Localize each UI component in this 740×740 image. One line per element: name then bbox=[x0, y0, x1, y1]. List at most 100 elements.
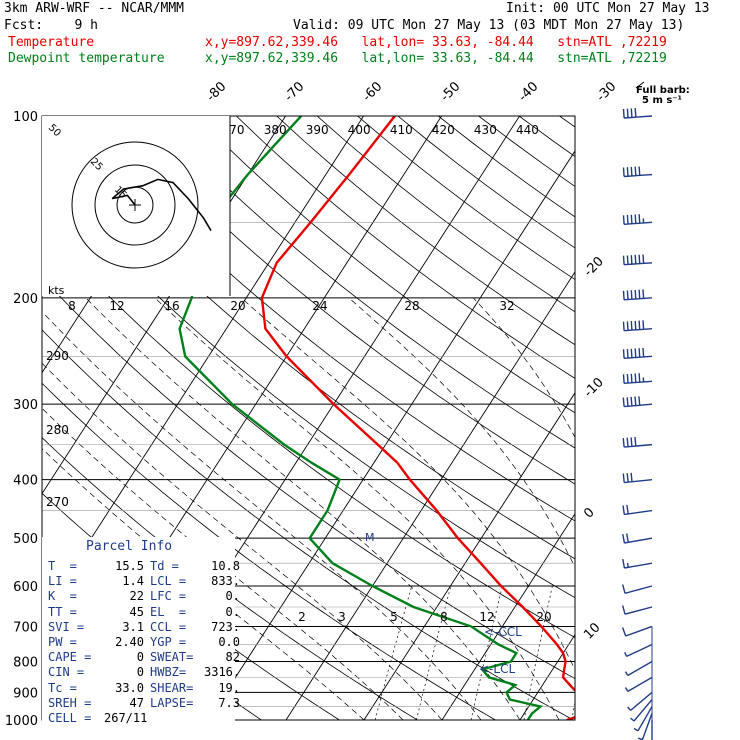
isotherm-label: -30 bbox=[594, 79, 620, 105]
wind-barb bbox=[622, 254, 653, 266]
wind-barb bbox=[622, 584, 653, 594]
parcel-field-name: Tc = bbox=[48, 680, 77, 695]
dewpoint-profile bbox=[178, 116, 544, 720]
pressure-tick-label: 500 bbox=[13, 532, 38, 547]
wind-barb bbox=[624, 643, 653, 658]
pressure-tick-label: 1000 bbox=[5, 714, 38, 729]
parcel-field-value: 2.40 bbox=[115, 635, 144, 649]
theta-label: 270 bbox=[46, 495, 69, 509]
dewpoint-location: x,y=897.62,339.46 lat,lon= 33.63, -84.44… bbox=[205, 51, 667, 66]
theta-label: 410 bbox=[390, 123, 413, 137]
parcel-field-name: CAPE = bbox=[48, 650, 92, 665]
parcel-info-row: SREH = 47 LAPSE= 7.3 bbox=[48, 696, 240, 711]
isotherm bbox=[363, 392, 575, 720]
wind-barb bbox=[622, 396, 653, 408]
theta-label: 400 bbox=[348, 123, 371, 137]
legend-barb-icon bbox=[635, 81, 645, 89]
parcel-field-name: LI = bbox=[48, 574, 77, 589]
parcel-field-name: SVI = bbox=[48, 619, 85, 634]
hodograph-inset bbox=[42, 116, 231, 296]
moist-adiabat bbox=[680, 298, 740, 720]
parcel-field-value: 723. bbox=[211, 619, 240, 634]
mixing-ratio-label: 3 bbox=[338, 610, 346, 624]
parcel-field-name: CELL = bbox=[48, 711, 92, 725]
wind-barb bbox=[633, 706, 653, 732]
wind-barb bbox=[627, 691, 653, 711]
parcel-field-value: 0 bbox=[136, 665, 144, 680]
pressure-tick-label: 800 bbox=[13, 655, 38, 670]
mixing-ratio-upper-label: 20 bbox=[230, 299, 245, 313]
pressure-tick-label: 600 bbox=[13, 580, 38, 595]
parcel-field-value: 3316. bbox=[204, 665, 241, 680]
valid-time: Valid: 09 UTC Mon 27 May 13 (03 MDT Mon … bbox=[293, 18, 685, 33]
mixing-ratio-upper-label: 32 bbox=[499, 299, 514, 313]
hodograph-axis-label: kts bbox=[48, 284, 65, 297]
temperature-profile bbox=[260, 116, 575, 720]
mixing-ratio-label: 2 bbox=[298, 610, 306, 624]
theta-label: 420 bbox=[432, 123, 455, 137]
parcel-field-value: 19. bbox=[218, 680, 240, 695]
parcel-field-name: SREH = bbox=[48, 695, 92, 710]
wind-barb bbox=[622, 373, 653, 384]
isotherm bbox=[207, 150, 575, 720]
wind-barb bbox=[622, 320, 653, 332]
mixing-ratio-label: 5 bbox=[390, 610, 398, 624]
parcel-field-name: K = bbox=[48, 589, 77, 604]
wind-barb bbox=[622, 214, 653, 225]
mixing-ratio-upper-label: 28 bbox=[404, 299, 419, 313]
dry-adiabat bbox=[397, 116, 575, 249]
parcel-field-name: TT = bbox=[48, 604, 77, 619]
theta-label: 390 bbox=[306, 123, 329, 137]
wind-barb bbox=[621, 625, 653, 637]
model-title: 3km ARW-WRF -- NCAR/MMM bbox=[4, 1, 185, 16]
parcel-field-value: 0.0 bbox=[218, 635, 240, 649]
isotherm bbox=[42, 116, 364, 616]
parcel-field-value: 33.0 bbox=[115, 680, 144, 695]
parcel-info-panel: Parcel Info T = 15.5 Td = 10.8 LI = 1.4 LCL = 8… bbox=[42, 537, 240, 727]
isotherm-label: -70 bbox=[282, 79, 308, 105]
wind-barb bbox=[622, 108, 653, 119]
isotherm-label: -20 bbox=[581, 254, 607, 280]
parcel-field-value: 47 bbox=[129, 695, 144, 710]
theta-label: 290 bbox=[46, 349, 69, 363]
parcel-info-row: SVI = 3.1 CCL = 723. bbox=[48, 620, 240, 635]
dry-adiabat bbox=[518, 116, 575, 157]
temperature-legend: Temperature bbox=[8, 35, 95, 50]
mixing-ratio-upper-label: 12 bbox=[109, 299, 124, 313]
wind-barb bbox=[622, 472, 653, 484]
isotherm-label: -10 bbox=[581, 375, 607, 401]
isotherm bbox=[598, 116, 740, 720]
parcel-field-name: SHEAR= bbox=[150, 680, 194, 695]
isotherm-label: 0 bbox=[581, 505, 597, 521]
dry-adiabat bbox=[316, 116, 575, 313]
hodograph-background bbox=[42, 116, 230, 296]
init-time: Init: 00 UTC Mon 27 May 13 bbox=[506, 1, 710, 16]
isotherm-label: -50 bbox=[438, 79, 464, 105]
parcel-field-value: 267/11 bbox=[104, 711, 148, 725]
moist-adiabat bbox=[42, 362, 443, 720]
dewpoint-legend: Dewpoint temperature bbox=[8, 51, 165, 66]
wind-barb bbox=[622, 436, 653, 448]
parcel-field-name: LAPSE= bbox=[150, 695, 194, 710]
theta-label: 380 bbox=[264, 123, 287, 137]
mixing-ratio-label: 12 bbox=[479, 610, 494, 624]
ccl-marker: <-CCL bbox=[484, 625, 522, 639]
mixing-ratio-line bbox=[470, 585, 503, 720]
forecast-hour: Fcst: 9 h bbox=[4, 18, 98, 33]
wind-barb bbox=[622, 533, 653, 544]
parcel-field-name: SWEAT= bbox=[150, 650, 194, 665]
plot-area bbox=[42, 116, 740, 720]
parcel-field-name: EL = bbox=[150, 604, 187, 619]
mixing-ratio-label: 20 bbox=[536, 610, 551, 624]
parcel-field-name: HWBZ= bbox=[150, 665, 187, 680]
parcel-info-title: Parcel Info bbox=[86, 539, 173, 554]
wind-barb bbox=[630, 699, 653, 722]
parcel-field-value: 0 bbox=[136, 650, 144, 665]
hodograph-ring bbox=[94, 164, 176, 246]
isotherm bbox=[285, 271, 575, 720]
parcel-field-value: 1.4 bbox=[122, 574, 144, 589]
parcel-field-name: CCL = bbox=[150, 619, 187, 634]
wind-barbs bbox=[621, 108, 653, 740]
freezing-marker: M bbox=[365, 531, 375, 544]
isotherm bbox=[441, 512, 575, 720]
